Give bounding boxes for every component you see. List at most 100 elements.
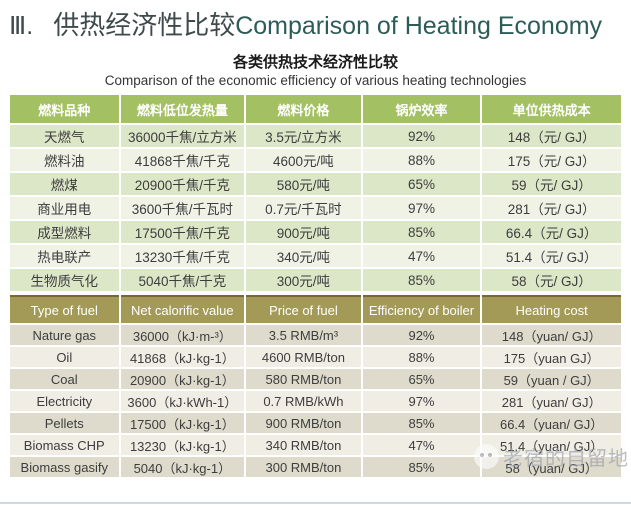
- table-cell: 175（yuan GJ）: [482, 347, 621, 368]
- table-row: 天燃气 36000千焦/立方米 3.5元/立方米 92% 148（元/ GJ）: [10, 125, 621, 148]
- table-cell: 66.4（元/ GJ）: [482, 221, 621, 244]
- column-header-boiler-efficiency-en: Efficiency of boiler: [362, 295, 481, 324]
- table-cell: 生物质气化: [10, 269, 119, 292]
- table-cell: 85%: [362, 413, 481, 434]
- table-row: Oil 41868（kJ·kg-1） 4600 RMB/ton 88% 175（yuan…: [10, 347, 621, 368]
- table-cell: 4600元/吨: [246, 149, 361, 172]
- table-cell: 340元/吨: [246, 245, 361, 268]
- table-cell: Coal: [10, 369, 119, 390]
- table-cell: 20900千焦/千克: [120, 173, 245, 196]
- table-cell: 148（yuan/ GJ）: [482, 325, 621, 346]
- table-cell: 5040千焦/千克: [120, 269, 245, 292]
- table-cell: 92%: [362, 325, 481, 346]
- table-cell: Nature gas: [10, 325, 119, 346]
- column-header-fuel-type-zh: 燃料品种: [10, 95, 119, 124]
- table-row: Pellets 17500（kJ·kg-1） 900 RMB/ton 85% 66.4（…: [10, 413, 621, 434]
- table-cell: 17500（kJ·kg-1）: [120, 413, 245, 434]
- table-cell: 65%: [362, 369, 481, 390]
- table-chinese-header: 燃料品种 燃料低位发热量 燃料价格 锅炉效率 单位供热成本: [10, 95, 621, 124]
- table-cell: Oil: [10, 347, 119, 368]
- table-cell: 66.4（yuan/ GJ）: [482, 413, 621, 434]
- table-row: 燃料油 41868千焦/千克 4600元/吨 88% 175（元/ GJ）: [10, 149, 621, 172]
- table-cell: Biomass CHP: [10, 435, 119, 456]
- table-cell: 47%: [362, 435, 481, 456]
- table-cell: Pellets: [10, 413, 119, 434]
- column-header-fuel-type-en: Type of fuel: [10, 295, 119, 324]
- table-cell: 59（元/ GJ）: [482, 173, 621, 196]
- table-cell: 580元/吨: [246, 173, 361, 196]
- table-cell: 13230千焦/千克: [120, 245, 245, 268]
- table-cell: 59（yuan / GJ）: [482, 369, 621, 390]
- table-cell: 88%: [362, 149, 481, 172]
- table-cell: 88%: [362, 347, 481, 368]
- table-cell: 成型燃料: [10, 221, 119, 244]
- table-cell: 5040（kJ·kg-1）: [120, 457, 245, 478]
- table-cell: 47%: [362, 245, 481, 268]
- table-cell: 97%: [362, 197, 481, 220]
- table-cell: 85%: [362, 457, 481, 478]
- table-cell: 3600（kJ·kWh-1）: [120, 391, 245, 412]
- table-cell: 热电联产: [10, 245, 119, 268]
- table-cell: 65%: [362, 173, 481, 196]
- table-cell: 300元/吨: [246, 269, 361, 292]
- table-cell: 58（yuan/ GJ）: [482, 457, 621, 478]
- table-row: 燃煤 20900千焦/千克 580元/吨 65% 59（元/ GJ）: [10, 173, 621, 196]
- table-row: Nature gas 36000（kJ·m-³） 3.5 RMB/m³ 92% 148（…: [10, 325, 621, 346]
- table-cell: 175（元/ GJ）: [482, 149, 621, 172]
- table-cell: 85%: [362, 269, 481, 292]
- column-header-fuel-price-en: Price of fuel: [246, 295, 361, 324]
- table-cell: 900 RMB/ton: [246, 413, 361, 434]
- table-cell: 340 RMB/ton: [246, 435, 361, 456]
- table-cell: 17500千焦/千克: [120, 221, 245, 244]
- column-header-calorific-value-en: Net calorific value: [120, 295, 245, 324]
- table-cell: 900元/吨: [246, 221, 361, 244]
- table-title-english: Comparison of the economic efficiency of…: [104, 73, 527, 89]
- table-cell: 0.7 RMB/kWh: [246, 391, 361, 412]
- table-cell: 13230（kJ·kg-1）: [120, 435, 245, 456]
- table-header-row: Type of fuel Net calorific value Price o…: [10, 295, 621, 324]
- table-cell: 3600千焦/千瓦时: [120, 197, 245, 220]
- table-cell: 20900（kJ·kg-1）: [120, 369, 245, 390]
- table-cell: 3.5元/立方米: [246, 125, 361, 148]
- table-header-row: 燃料品种 燃料低位发热量 燃料价格 锅炉效率 单位供热成本: [10, 95, 621, 124]
- table-row: Biomass gasify 5040（kJ·kg-1） 300 RMB/ton 85…: [10, 457, 621, 478]
- table-cell: 51.4（yuan/ GJ）: [482, 435, 621, 456]
- table-cell: 商业用电: [10, 197, 119, 220]
- table-row: Biomass CHP 13230（kJ·kg-1） 340 RMB/ton 47% 5…: [10, 435, 621, 456]
- bottom-divider: [0, 502, 631, 504]
- column-header-fuel-price-zh: 燃料价格: [246, 95, 361, 124]
- table-cell: 0.7元/千瓦时: [246, 197, 361, 220]
- table-row: 生物质气化 5040千焦/千克 300元/吨 85% 58（元/ GJ）: [10, 269, 621, 292]
- table-english-body: Nature gas 36000（kJ·m-³） 3.5 RMB/m³ 92% 148（…: [10, 325, 621, 478]
- table-cell: 300 RMB/ton: [246, 457, 361, 478]
- table-row: 成型燃料 17500千焦/千克 900元/吨 85% 66.4（元/ GJ）: [10, 221, 621, 244]
- table-cell: 36000（kJ·m-³）: [120, 325, 245, 346]
- table-chinese-body: 天燃气 36000千焦/立方米 3.5元/立方米 92% 148（元/ GJ） 燃料油 41…: [10, 125, 621, 292]
- table-cell: 36000千焦/立方米: [120, 125, 245, 148]
- table-english: Type of fuel Net calorific value Price o…: [8, 293, 623, 479]
- column-header-heating-cost-en: Heating cost: [482, 295, 621, 324]
- table-row: 热电联产 13230千焦/千克 340元/吨 47% 51.4（元/ GJ）: [10, 245, 621, 268]
- table-cell: 281（yuan/ GJ）: [482, 391, 621, 412]
- table-row: Electricity 3600（kJ·kWh-1） 0.7 RMB/kWh 97% 2…: [10, 391, 621, 412]
- table-cell: Biomass gasify: [10, 457, 119, 478]
- table-cell: 51.4（元/ GJ）: [482, 245, 621, 268]
- table-cell: 燃料油: [10, 149, 119, 172]
- table-row: Coal 20900（kJ·kg-1） 580 RMB/ton 65% 59（yuan …: [10, 369, 621, 390]
- table-cell: 燃煤: [10, 173, 119, 196]
- title-number: Ⅲ.: [9, 12, 34, 40]
- table-title-chinese: 各类供热技术经济性比较: [232, 54, 398, 72]
- table-cell: 3.5 RMB/m³: [246, 325, 361, 346]
- column-header-boiler-efficiency-zh: 锅炉效率: [362, 95, 481, 124]
- table-english-header: Type of fuel Net calorific value Price o…: [10, 295, 621, 324]
- table-cell: 41868（kJ·kg-1）: [120, 347, 245, 368]
- title-chinese: 供热经济性比较: [53, 10, 236, 40]
- table-cell: 天燃气: [10, 125, 119, 148]
- table-cell: 85%: [362, 221, 481, 244]
- table-row: 商业用电 3600千焦/千瓦时 0.7元/千瓦时 97% 281（元/ GJ）: [10, 197, 621, 220]
- table-cell: 580 RMB/ton: [246, 369, 361, 390]
- table-cell: 97%: [362, 391, 481, 412]
- table-cell: 41868千焦/千克: [120, 149, 245, 172]
- page-title: Ⅲ. 供热经济性比较Comparison of Heating Economy: [0, 0, 631, 42]
